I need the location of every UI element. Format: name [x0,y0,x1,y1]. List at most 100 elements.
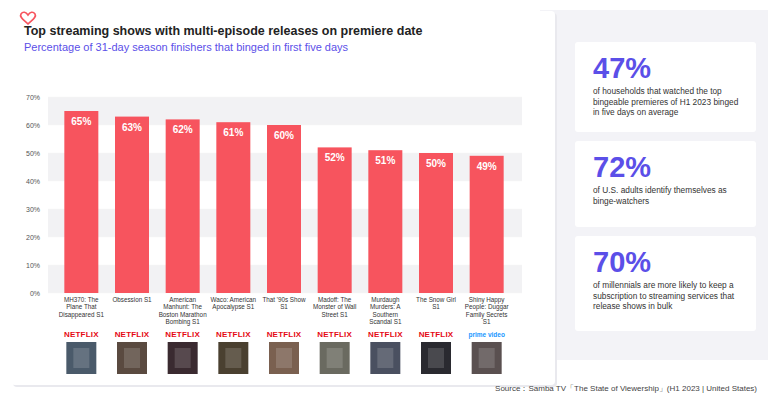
text-line: Obsession S1 [112,296,152,303]
platform-logo: prime video [468,331,505,339]
title: Top streaming shows with multi-episode r… [24,24,423,38]
text-line: bingeable premieres of H1 2023 binged [593,97,739,107]
y-tick-label: 50% [26,150,40,157]
thumbnail [66,342,96,374]
thumbnail-figure [428,348,444,368]
thumbnail-figure [73,348,89,368]
data-label: 52% [325,152,345,163]
text-line: Monster of Wall [313,303,357,310]
platform-logo: NETFLIX [267,330,302,339]
stat-text: of households that watched the topbingea… [593,86,739,117]
thumbnail [370,342,400,374]
thumbnail-figure [124,348,140,368]
stat-value: 47% [593,52,651,84]
stat-text: of millennials are more likely to keep a… [593,280,735,311]
platform-logo: NETFLIX [317,330,352,339]
text-line: Disappeared S1 [59,311,105,319]
platform-logo: NETFLIX [64,330,99,339]
thumbnail-figure [276,348,292,368]
text-line: American [169,296,196,303]
text-line: Apocalypse S1 [212,303,255,311]
text-line: Manhunt: The [163,303,202,310]
thumbnail [472,342,502,374]
text-line: S1 [432,303,440,310]
source: Source：Samba TV「The State of Viewership」… [495,384,757,393]
text-line: Street S1 [322,311,349,318]
thumbnail-figure [225,348,241,368]
text-line: That '90s Show [262,296,306,303]
thumbnail [269,342,299,374]
stat-text: of U.S. adults identify themselves asbin… [593,185,727,206]
text-line: Murders: A [370,303,401,310]
text-line: in five days on average [593,107,679,117]
x-tick-label: That '90s ShowS1 [262,296,306,310]
x-tick-label: Madoff: TheMonster of WallStreet S1 [313,296,357,318]
bar [368,150,402,293]
thumbnail-figure [327,348,343,368]
platform-logo: NETFLIX [216,330,251,339]
stat-value: 72% [593,151,651,183]
grid-line [48,97,522,98]
platform-logo: NETFLIX [419,330,454,339]
text-line: MH370: The [64,296,99,303]
bar [419,153,453,293]
data-label: 51% [375,155,395,166]
text-line: release shows in bulk [593,301,673,311]
text-line: subscription to streaming services that [593,291,735,301]
text-line: Plane That [66,303,97,310]
platform-logo: NETFLIX [165,330,200,339]
text-line: binge-watchers [593,196,649,206]
x-tick-label: Shiny HappyPeople: DuggarFamily SecretsS… [465,296,509,325]
text-line: S1 [483,318,491,325]
x-tick-label: Waco: AmericanApocalypse S1 [211,296,257,311]
text-line: of U.S. adults identify themselves as [593,185,727,195]
x-tick-label: Obsession S1 [112,296,152,303]
bar [64,111,98,293]
y-tick-label: 60% [26,122,40,129]
thumbnail-figure [377,348,393,368]
text-line: Boston Marathon [159,311,207,318]
platform-logo: NETFLIX [368,330,403,339]
thumbnail-figure [479,348,495,368]
thumbnail [218,342,248,374]
text-line: Scandal S1 [369,318,402,325]
text-line: Madoff: The [318,296,352,303]
text-line: The Snow Girl [416,296,456,303]
data-label: 63% [122,122,142,133]
platform-logo: NETFLIX [115,330,150,339]
data-label: 61% [223,127,243,138]
subtitle: Percentage of 31-day season finishers th… [24,41,349,53]
thumbnail [320,342,350,374]
y-tick-label: 30% [26,206,40,213]
page: Top streaming shows with multi-episode r… [0,0,768,397]
data-label: 65% [71,116,91,127]
thumbnail [421,342,451,374]
data-label: 60% [274,130,294,141]
stat-panel [575,42,756,132]
stat-panel [575,236,756,331]
thumbnail [168,342,198,374]
y-tick-label: 70% [26,94,40,101]
thumbnail [117,342,147,374]
background [0,0,768,397]
bar [318,147,352,293]
stat-value: 70% [593,246,651,278]
x-tick-label: AmericanManhunt: TheBoston MarathonBombi… [159,296,207,326]
text-line: S1 [280,303,288,310]
data-label: 62% [173,124,193,135]
text-line: Waco: American [211,296,257,303]
text-line: of households that watched the top [593,86,722,96]
y-tick-label: 20% [26,234,40,241]
y-tick-label: 40% [26,178,40,185]
text-line: Southern [373,311,399,318]
logo [21,12,36,24]
text-line: Bombing S1 [166,318,201,326]
x-tick-label: The Snow GirlS1 [416,296,456,310]
y-tick-label: 0% [30,290,40,297]
bars [64,111,503,293]
x-tick-label: MH370: ThePlane ThatDisappeared S1 [59,296,105,319]
y-tick-label: 10% [26,262,40,269]
bar [470,156,504,293]
side-background [540,10,768,360]
x-tick-label: MurdaughMurders: ASouthernScandal S1 [369,296,402,325]
